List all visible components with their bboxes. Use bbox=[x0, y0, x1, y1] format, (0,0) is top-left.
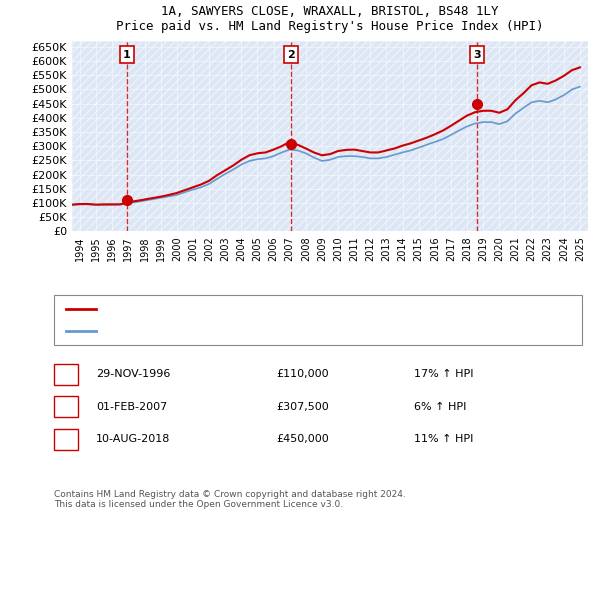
Text: 29-NOV-1996: 29-NOV-1996 bbox=[96, 369, 170, 379]
Text: 1A, SAWYERS CLOSE, WRAXALL, BRISTOL, BS48 1LY (detached house): 1A, SAWYERS CLOSE, WRAXALL, BRISTOL, BS4… bbox=[102, 304, 466, 314]
Text: 1: 1 bbox=[123, 50, 131, 60]
Text: 3: 3 bbox=[62, 434, 70, 444]
Text: HPI: Average price, detached house, North Somerset: HPI: Average price, detached house, Nort… bbox=[102, 326, 377, 336]
Text: 17% ↑ HPI: 17% ↑ HPI bbox=[414, 369, 473, 379]
Text: 2: 2 bbox=[287, 50, 295, 60]
Text: 10-AUG-2018: 10-AUG-2018 bbox=[96, 434, 170, 444]
Text: 01-FEB-2007: 01-FEB-2007 bbox=[96, 402, 167, 412]
Text: 6% ↑ HPI: 6% ↑ HPI bbox=[414, 402, 466, 412]
Text: £307,500: £307,500 bbox=[276, 402, 329, 412]
Text: Contains HM Land Registry data © Crown copyright and database right 2024.
This d: Contains HM Land Registry data © Crown c… bbox=[54, 490, 406, 509]
Text: 2: 2 bbox=[62, 402, 70, 412]
Text: 3: 3 bbox=[473, 50, 481, 60]
Text: £450,000: £450,000 bbox=[276, 434, 329, 444]
Text: 1: 1 bbox=[62, 369, 70, 379]
Text: £110,000: £110,000 bbox=[276, 369, 329, 379]
Title: 1A, SAWYERS CLOSE, WRAXALL, BRISTOL, BS48 1LY
Price paid vs. HM Land Registry's : 1A, SAWYERS CLOSE, WRAXALL, BRISTOL, BS4… bbox=[116, 5, 544, 33]
Text: 11% ↑ HPI: 11% ↑ HPI bbox=[414, 434, 473, 444]
